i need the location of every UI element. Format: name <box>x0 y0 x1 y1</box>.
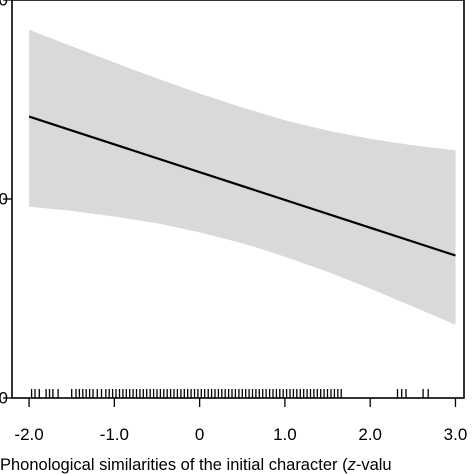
rug-layer <box>30 389 429 398</box>
x-axis-title-suffix: -valu <box>356 456 392 474</box>
x-tick-label: 3.0 <box>444 425 468 444</box>
x-axis-title-italic: z <box>347 456 357 474</box>
y-tick-label: 330 <box>0 190 8 209</box>
x-axis: -2.0 -1.0 0 1.0 2.0 3.0 <box>14 398 467 444</box>
x-tick-label: 2.0 <box>358 425 382 444</box>
confidence-band <box>29 29 456 325</box>
confidence-band-layer <box>29 29 456 325</box>
x-axis-title: Phonological similarities of the initial… <box>0 456 392 474</box>
x-tick-label: 0 <box>195 425 204 444</box>
y-axis: 280 330 380 <box>0 0 12 408</box>
x-tick-label: -2.0 <box>14 425 43 444</box>
x-axis-title-prefix: Phonological similarities of the initial… <box>0 456 348 474</box>
x-tick-label: -1.0 <box>100 425 129 444</box>
series-layer <box>28 115 456 257</box>
y-tick-label: 280 <box>0 389 8 408</box>
x-tick-label: 1.0 <box>273 425 297 444</box>
series-line-0 <box>28 115 456 257</box>
y-tick-label: 380 <box>0 0 8 10</box>
